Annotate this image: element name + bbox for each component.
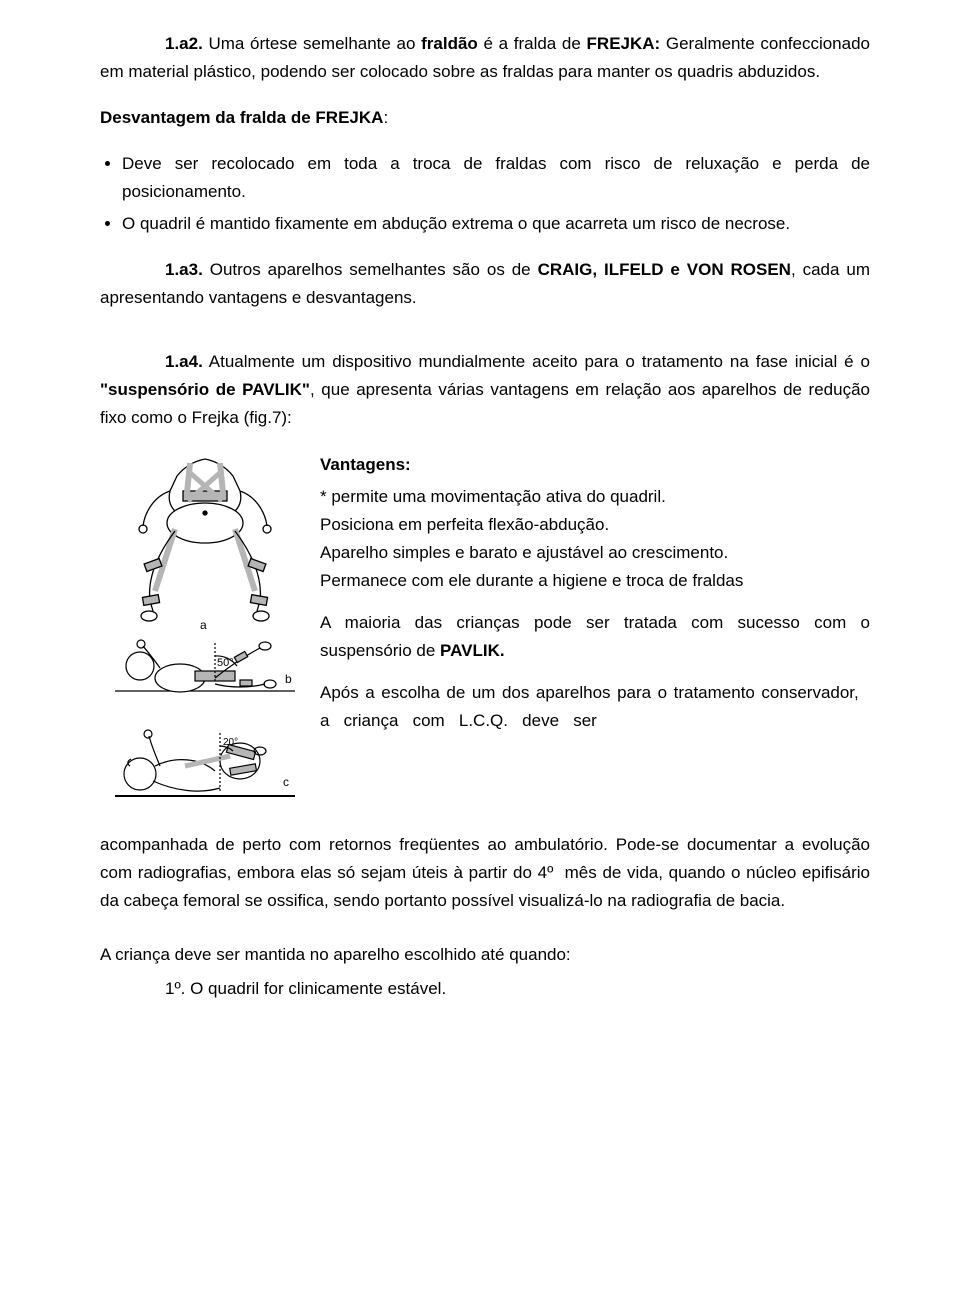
term-fraldao: fraldão xyxy=(421,34,478,53)
list-item: Deve ser recolocado em toda a troca de f… xyxy=(122,150,870,206)
pavlik-illustration-icon: a xyxy=(105,451,305,821)
text: Atualmente um dispositivo mundialmente a… xyxy=(203,352,870,371)
paragraph-1a2: 1.a2. Uma órtese semelhante ao fraldão é… xyxy=(100,30,870,86)
paragraph-1a3: 1.a3. Outros aparelhos semelhantes são o… xyxy=(100,256,870,312)
label-c: c xyxy=(283,775,289,789)
item-1: 1º. O quadril for clinicamente estável. xyxy=(100,975,870,1003)
numbering-1a2: 1.a2. xyxy=(165,34,203,53)
numbering-1a4: 1.a4. xyxy=(165,352,203,371)
colon: : xyxy=(383,108,388,127)
text: Desvantagem da fralda de xyxy=(100,108,315,127)
disadvantage-list: Deve ser recolocado em toda a troca de f… xyxy=(100,150,870,238)
paragraph-followup: acompanhada de perto com retornos freqüe… xyxy=(100,831,870,915)
numbering-1a3: 1.a3. xyxy=(165,260,203,279)
vantagens-line: * permite uma movimentação ativa do quad… xyxy=(320,487,666,506)
term-pavlik: PAVLIK. xyxy=(440,641,505,660)
label-a: a xyxy=(200,618,207,632)
paragraph-followup-intro: Após a escolha de um dos aparelhos para … xyxy=(320,679,870,735)
paragraph-until-when: A criança deve ser mantida no aparelho e… xyxy=(100,941,870,969)
paragraph-1a4: 1.a4. Atualmente um dispositivo mundialm… xyxy=(100,348,870,432)
heading-desvantagem: Desvantagem da fralda de FREJKA: xyxy=(100,104,870,132)
term-frejka: FREJKA xyxy=(315,108,383,127)
vantagens-line: Permanece com ele durante a higiene e tr… xyxy=(320,571,743,590)
term-frejka: FREJKA: xyxy=(587,34,661,53)
label-angle-c: 20° xyxy=(223,737,238,748)
vantagens-heading: Vantagens: xyxy=(320,455,411,474)
figure-text-block: a xyxy=(100,451,870,821)
text: é a fralda de xyxy=(478,34,587,53)
terms-craig: CRAIG, ILFELD e VON ROSEN xyxy=(538,260,791,279)
text: Uma órtese semelhante ao xyxy=(203,34,421,53)
term-pavlik: "suspensório de PAVLIK" xyxy=(100,380,310,399)
vantagens-column: Vantagens: * permite uma movimentação at… xyxy=(320,451,870,735)
vantagens-line: Aparelho simples e barato e ajustável ao… xyxy=(320,543,728,562)
vantagens-line: Posiciona em perfeita flexão-abdução. xyxy=(320,515,609,534)
list-item: O quadril é mantido fixamente em abdução… xyxy=(122,210,870,238)
text: Outros aparelhos semelhantes são os de xyxy=(203,260,538,279)
label-b: b xyxy=(285,672,292,686)
figure-column: a xyxy=(100,451,320,821)
text: A maioria das crianças pode ser tratada … xyxy=(320,613,870,660)
label-angle-b: 50° xyxy=(217,657,234,669)
